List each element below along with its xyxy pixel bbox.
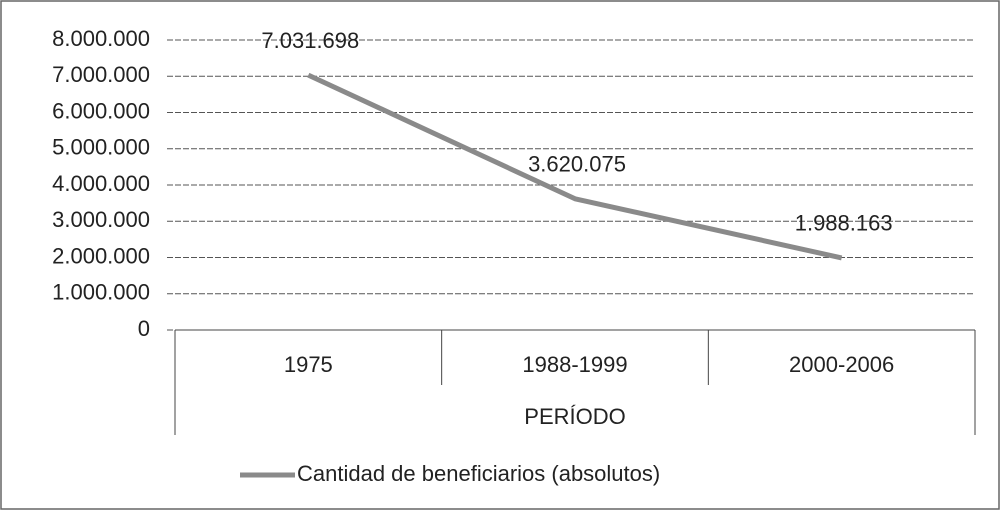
x-tick-label: 1975	[284, 352, 333, 377]
y-tick-label: 8.000.000	[52, 26, 150, 51]
data-label: 3.620.075	[528, 152, 626, 177]
y-tick-label: 4.000.000	[52, 171, 150, 196]
y-tick-label: 6.000.000	[52, 98, 150, 123]
legend-label: Cantidad de beneficiarios (absolutos)	[297, 461, 660, 486]
y-tick-label: 2.000.000	[52, 243, 150, 268]
x-tick-label: 1988-1999	[522, 352, 627, 377]
x-tick-label: 2000-2006	[789, 352, 894, 377]
line	[307, 72, 843, 261]
data-label: 1.988.163	[795, 211, 893, 236]
y-tick-label: 1.000.000	[52, 280, 150, 305]
y-tick-label: 5.000.000	[52, 135, 150, 160]
data-label: 7.031.698	[261, 28, 359, 53]
x-axis-title: PERÍODO	[524, 404, 625, 429]
y-tick-label: 3.000.000	[52, 207, 150, 232]
y-tick-label: 0	[138, 316, 150, 341]
y-tick-label: 7.000.000	[52, 62, 150, 87]
